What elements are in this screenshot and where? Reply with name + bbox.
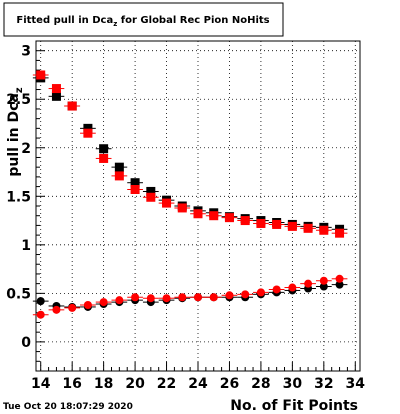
data-point-circle (83, 301, 92, 309)
data-point-circle (99, 298, 108, 307)
x-tick-label: 32 (314, 376, 333, 392)
data-point-square (51, 91, 61, 101)
x-axis-label: No. of Fit Points (230, 398, 358, 414)
data-marks (32, 70, 348, 319)
y-tick-label: 0.5 (6, 286, 31, 302)
data-point-square (177, 203, 187, 213)
axes: 14 16 18 20 22 24 26 28 30 32 34 0 0.5 1 1.5 2 2.5 3 (6, 44, 365, 392)
x-tick-label: 18 (94, 376, 113, 392)
data-point-square (83, 123, 93, 133)
data-point-circle (304, 279, 313, 288)
x-tick-label: 16 (62, 376, 81, 392)
data-point-square (130, 178, 140, 188)
x-tick-label: 22 (157, 376, 176, 392)
data-point-circle (36, 297, 45, 306)
y-tick-label: 2.5 (6, 92, 31, 108)
chart-title-subscript: z (113, 20, 117, 28)
data-point-square (224, 213, 234, 223)
data-point-circle (225, 291, 234, 300)
chart-title-suffix: for Global Rec Pion NoHits (117, 15, 269, 26)
data-point-square (209, 211, 219, 221)
data-point-square (162, 198, 172, 208)
data-point-square (114, 162, 124, 172)
data-point-circle (146, 294, 155, 303)
x-tick-label: 28 (251, 376, 270, 392)
x-tick-label: 14 (31, 376, 51, 392)
data-point-circle (241, 290, 250, 299)
data-point-square (83, 128, 93, 138)
data-point-square (36, 70, 46, 80)
data-point-circle (335, 280, 344, 289)
data-point-circle (194, 293, 202, 302)
x-tick-label: 20 (125, 376, 145, 392)
data-point-square (146, 192, 156, 202)
data-point-circle (319, 276, 328, 285)
y-tick-label: 1 (21, 238, 31, 254)
data-point-circle (178, 293, 187, 302)
x-tick-label: 26 (220, 376, 239, 392)
data-point-circle (52, 305, 61, 314)
data-point-square (130, 185, 140, 194)
x-tick-label: 34 (346, 376, 366, 392)
data-point-square (193, 209, 203, 219)
data-point-circle (256, 288, 265, 297)
data-point-square (240, 216, 250, 226)
y-axis-label: pull in Dcaz (6, 87, 25, 176)
data-point-circle (131, 293, 140, 302)
x-tick-label: 30 (283, 376, 303, 392)
data-point-square (287, 221, 297, 231)
y-tick-label: 3 (21, 44, 31, 60)
data-point-square (99, 153, 109, 163)
y-tick-label: 0 (21, 335, 31, 351)
data-point-circle (115, 296, 124, 305)
data-point-square (146, 186, 156, 196)
data-point-square (303, 223, 313, 233)
timestamp: Tue Oct 20 18:07:29 2020 (3, 402, 133, 412)
data-point-square (256, 218, 266, 228)
data-point-square (335, 228, 345, 238)
data-point-circle (36, 310, 45, 319)
y-tick-label: 1.5 (6, 189, 31, 205)
data-point-circle (319, 282, 328, 291)
data-point-circle (272, 285, 281, 294)
data-point-square (114, 171, 124, 181)
data-point-square (272, 219, 282, 229)
data-point-square (99, 144, 109, 154)
data-point-circle (162, 294, 171, 303)
y-tick-label: 2 (21, 141, 31, 157)
y-axis-label-main: pull in Dca (6, 93, 22, 176)
data-point-square (67, 101, 77, 111)
data-point-circle (209, 293, 218, 302)
data-point-circle (288, 283, 297, 292)
data-point-circle (335, 274, 344, 283)
data-point-circle (68, 303, 77, 312)
data-point-square (319, 225, 329, 235)
data-point-square (51, 84, 61, 94)
plot-frame (35, 40, 361, 372)
title-box (3, 2, 284, 37)
chart-title-main: Fitted pull in Dca (16, 15, 113, 26)
x-tick-label: 24 (188, 376, 208, 392)
y-axis-label-subscript: z (14, 87, 25, 93)
chart-title: Fitted pull in Dcaz for Global Rec Pion … (16, 15, 269, 28)
